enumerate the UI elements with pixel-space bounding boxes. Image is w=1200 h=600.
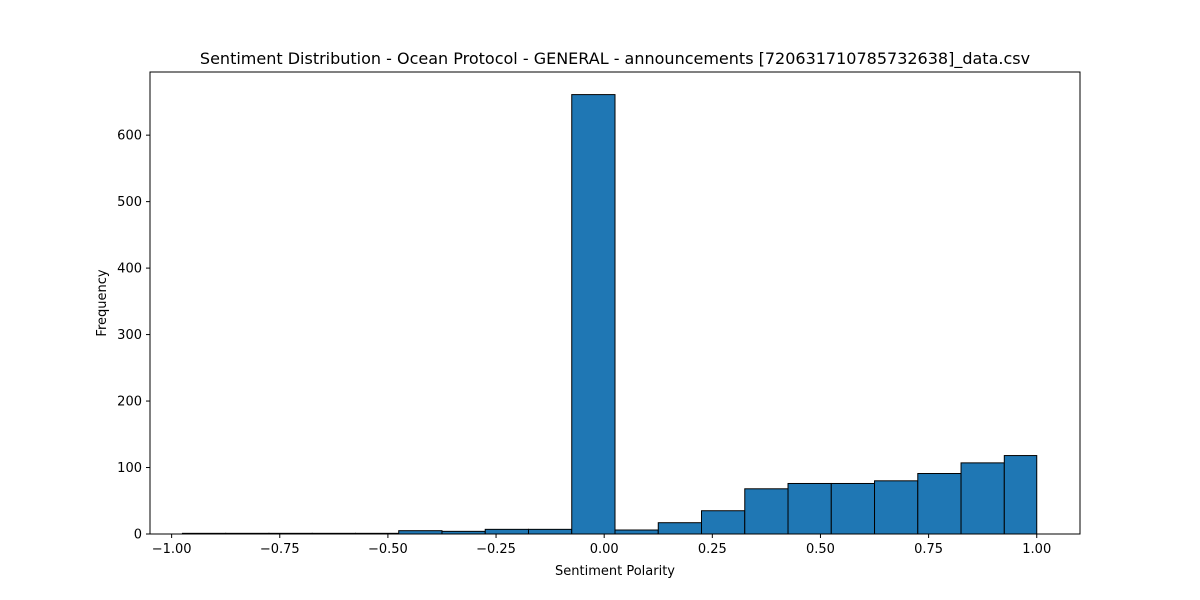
histogram-bar bbox=[484, 528, 529, 535]
histogram-bar bbox=[917, 473, 962, 535]
y-axis: 0 100 200 300 400 500 600 bbox=[117, 129, 150, 543]
y-tick-label: 100 bbox=[117, 461, 142, 476]
histogram-bar bbox=[874, 480, 919, 535]
x-tick-label: −1.00 bbox=[152, 542, 192, 557]
x-tick-label: −0.25 bbox=[476, 542, 516, 557]
chart-title: Sentiment Distribution - Ocean Protocol … bbox=[200, 49, 1030, 69]
x-tick-label: 0.50 bbox=[806, 542, 835, 557]
histogram-bar bbox=[744, 488, 789, 535]
x-tick-label: 0.25 bbox=[698, 542, 727, 557]
x-tick-label: −0.50 bbox=[368, 542, 408, 557]
y-tick-label: 0 bbox=[134, 528, 142, 543]
histogram-bar bbox=[527, 528, 573, 535]
histogram-bar bbox=[614, 529, 659, 535]
histogram-bar bbox=[571, 94, 616, 535]
x-tick-label: −0.75 bbox=[260, 542, 300, 557]
y-tick-label: 600 bbox=[117, 129, 142, 144]
x-axis: −1.00 −0.75 −0.50 −0.25 0.00 0.25 0.50 0.75 1.00 bbox=[152, 534, 1051, 557]
x-tick-label: 1.00 bbox=[1022, 542, 1051, 557]
y-tick-label: 200 bbox=[117, 395, 142, 410]
plot-frame bbox=[149, 71, 1081, 535]
y-axis-label: Frequency bbox=[95, 269, 110, 336]
histogram-bar bbox=[960, 462, 1005, 535]
y-tick-label: 300 bbox=[117, 328, 142, 343]
histogram-bar bbox=[657, 522, 703, 535]
y-tick-label: 400 bbox=[117, 262, 142, 277]
histogram-bar bbox=[701, 510, 746, 535]
x-axis-label: Sentiment Polarity bbox=[555, 564, 675, 579]
histogram-bar bbox=[1003, 455, 1038, 535]
y-tick-label: 500 bbox=[117, 195, 142, 210]
x-tick-label: 0.75 bbox=[914, 542, 943, 557]
bars-group bbox=[181, 94, 1038, 535]
histogram-bar bbox=[787, 482, 832, 535]
histogram-bar bbox=[830, 482, 876, 535]
x-tick-label: 0.00 bbox=[590, 542, 619, 557]
